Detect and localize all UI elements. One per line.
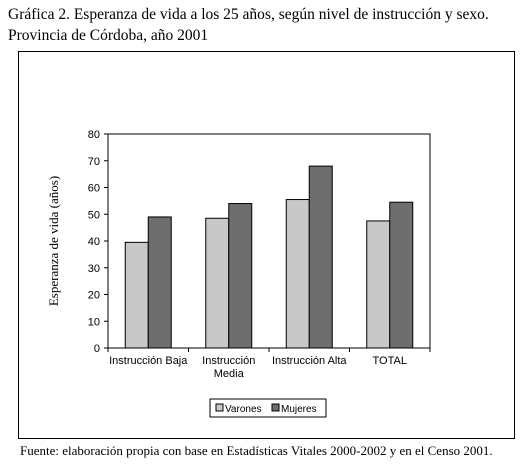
y-tick-label: 60 [88, 183, 100, 195]
legend-swatch-varones [215, 403, 224, 412]
legend [209, 398, 327, 418]
y-axis-label: Esperanza de vida (años) [46, 176, 61, 306]
y-tick-label: 0 [94, 343, 100, 355]
x-category-label: Media [214, 368, 245, 380]
y-tick-label: 50 [88, 209, 100, 221]
y-tick-label: 30 [88, 263, 100, 275]
chart-title-line-2: Provincia de Córdoba, año 2001 [8, 27, 209, 44]
bar-mujeres [389, 201, 414, 349]
bar-mujeres [308, 165, 333, 349]
y-tick-label: 80 [88, 129, 100, 141]
y-tick-label: 10 [88, 316, 100, 328]
chart-title-line-1: Gráfica 2. Esperanza de vida a los 25 añ… [8, 6, 489, 23]
legend-label-varones: Varones [225, 404, 262, 415]
bar-mujeres [228, 203, 253, 349]
x-category-label: TOTAL [373, 355, 407, 367]
bar-varones [205, 217, 230, 349]
x-category-label: Instrucción Alta [272, 355, 347, 367]
bar-varones [124, 241, 149, 349]
chart-frame: 0 10 20 30 40 50 60 70 80 Esperanza de vida (años… [18, 51, 515, 439]
legend-swatch-mujeres [271, 403, 280, 412]
bar-varones [366, 220, 391, 349]
chart-title: Gráfica 2. Esperanza de vida a los 25 añ… [8, 4, 518, 46]
bar-chart: 0 10 20 30 40 50 60 70 80 Esperanza de vida (años… [46, 129, 431, 418]
y-tick-label: 70 [88, 156, 100, 168]
y-tick-label: 20 [88, 290, 100, 302]
source-footnote: Fuente: elaboración propia con base en E… [20, 443, 493, 458]
bar-varones [285, 199, 310, 349]
legend-label-mujeres: Mujeres [281, 404, 317, 415]
x-category-label: Instrucción [202, 355, 255, 367]
y-tick-label: 40 [88, 236, 100, 248]
bar-mujeres [147, 216, 172, 349]
x-category-label: Instrucción Baja [109, 355, 188, 367]
